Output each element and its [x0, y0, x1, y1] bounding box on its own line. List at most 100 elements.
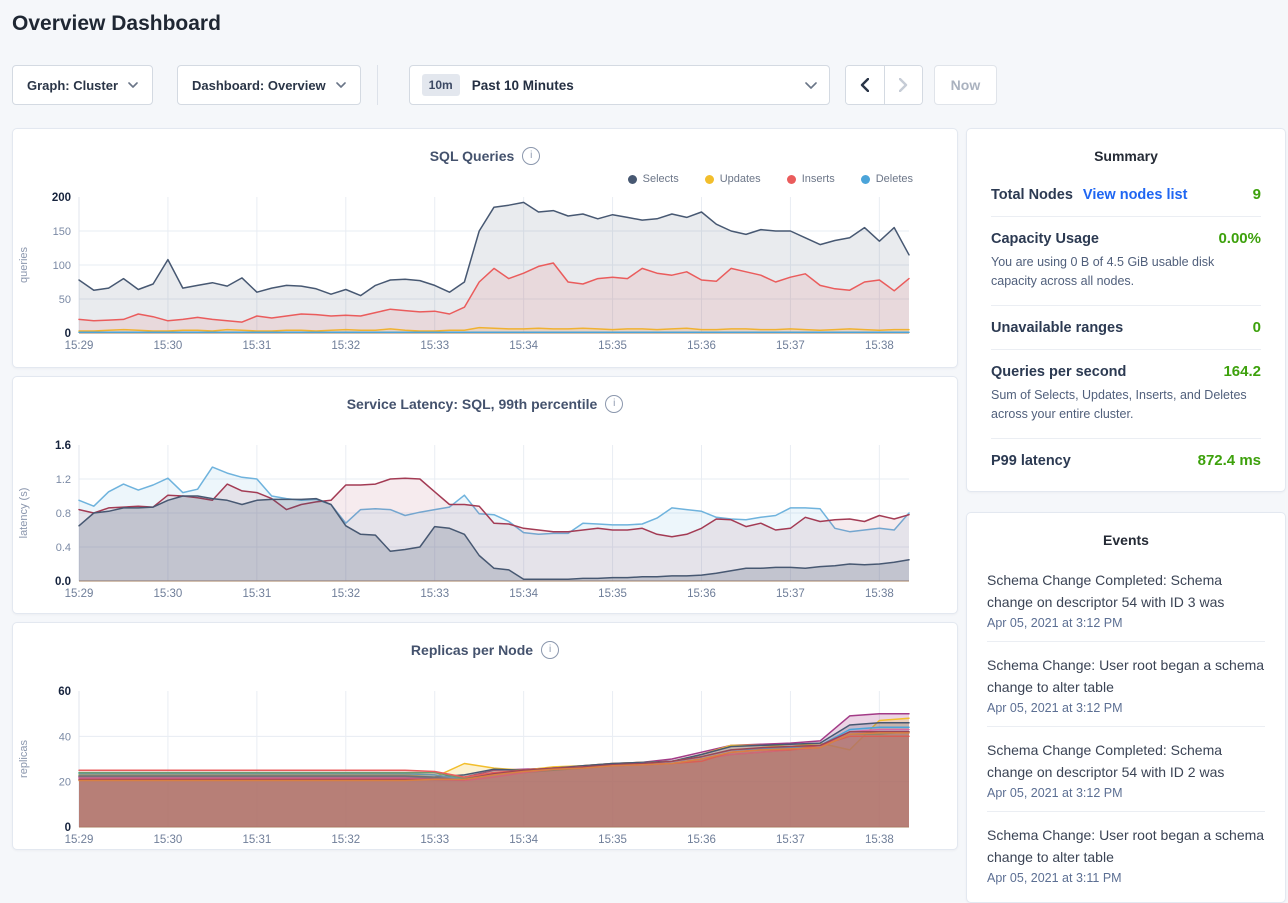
info-icon[interactable]: i	[605, 395, 624, 413]
chevron-down-icon	[335, 82, 346, 88]
unavailable-ranges-label: Unavailable ranges	[991, 319, 1124, 336]
chevron-right-icon	[898, 78, 907, 92]
time-range-label: Past 10 Minutes	[471, 77, 574, 93]
toolbar: Graph: Cluster Dashboard: Overview 10m P…	[12, 65, 998, 105]
legend-item-selects[interactable]: Selects	[627, 173, 679, 185]
capacity-usage-value: 0.00%	[1218, 230, 1261, 247]
svg-text:15:32: 15:32	[331, 834, 360, 846]
event-item[interactable]: Schema Change: User root began a schema …	[987, 812, 1265, 896]
overview-dashboard-page: { "page": { "title": "Overview Dashboard…	[12, 12, 1286, 903]
qps-description: Sum of Selects, Updates, Inserts, and De…	[991, 387, 1247, 422]
chart-canvas: 15:29 15:30 15:31 15:32 15:33 15:34 15:35 15:36…	[18, 440, 910, 600]
svg-text:60: 60	[58, 686, 71, 698]
chevron-down-icon	[128, 82, 138, 88]
event-item[interactable]: Schema Change Completed: Schema change o…	[987, 727, 1265, 812]
graph-dropdown[interactable]: Graph: Cluster	[12, 65, 154, 105]
capacity-usage-label: Capacity Usage	[991, 231, 1099, 247]
svg-text:0.8: 0.8	[56, 508, 71, 520]
legend-label: Selects	[642, 173, 679, 185]
next-range-button[interactable]	[883, 66, 922, 104]
svg-text:15:30: 15:30	[154, 588, 183, 600]
p99-latency-label: P99 latency	[991, 452, 1071, 469]
svg-text:1.6: 1.6	[55, 440, 71, 452]
svg-text:15:30: 15:30	[154, 834, 183, 846]
info-icon[interactable]: i	[541, 641, 560, 659]
svg-text:15:37: 15:37	[776, 834, 805, 846]
svg-text:15:36: 15:36	[687, 340, 716, 352]
svg-text:replicas: replicas	[18, 740, 30, 778]
chart-title: SQL Queries	[429, 148, 515, 164]
legend-item-updates[interactable]: Updates	[704, 173, 761, 185]
now-button[interactable]: Now	[933, 65, 998, 105]
svg-text:0.0: 0.0	[55, 576, 71, 588]
svg-text:0.4: 0.4	[56, 542, 71, 554]
qps-value: 164.2	[1223, 362, 1261, 380]
legend-item-inserts[interactable]: Inserts	[786, 173, 835, 185]
event-message: Schema Change Completed: Schema change o…	[987, 742, 1225, 780]
event-message: Schema Change: User root began a schema …	[987, 657, 1265, 695]
svg-text:50: 50	[59, 294, 71, 306]
dashboard-dropdown[interactable]: Dashboard: Overview	[177, 65, 361, 105]
service-latency-chart[interactable]: 15:29 15:30 15:31 15:32 15:33 15:34 15:35 15:36…	[13, 437, 957, 607]
sidebar: Summary Total Nodes View nodes list 9 Ca…	[966, 128, 1286, 903]
chart-legend: Selects Updates Inserts Deletes	[602, 173, 913, 185]
svg-text:15:29: 15:29	[65, 588, 94, 600]
replicas-per-node-chart[interactable]: 15:29 15:30 15:31 15:32 15:33 15:34 15:35 15:36…	[13, 683, 957, 849]
svg-text:15:32: 15:32	[331, 588, 360, 600]
summary-title: Summary	[1094, 148, 1158, 164]
event-timestamp: Apr 05, 2021 at 3:12 PM	[987, 701, 1123, 715]
svg-text:200: 200	[52, 192, 71, 204]
chart-title: Service Latency: SQL, 99th percentile	[346, 396, 598, 412]
event-timestamp: Apr 05, 2021 at 3:12 PM	[987, 616, 1123, 630]
replicas-per-node-panel: Replicas per Node i 15:29 15:30 15:31 15:32…	[12, 622, 958, 850]
legend-dot	[704, 174, 714, 184]
page-title: Overview Dashboard	[12, 12, 221, 35]
svg-text:0: 0	[65, 822, 71, 834]
svg-text:latency (s): latency (s)	[18, 488, 30, 539]
view-nodes-list-link[interactable]: View nodes list	[1082, 187, 1188, 203]
events-panel: Events Schema Change Completed: Schema c…	[966, 512, 1286, 903]
info-icon[interactable]: i	[522, 147, 541, 165]
time-range-pager	[844, 65, 923, 105]
event-item[interactable]: Schema Change Completed: Schema change o…	[987, 557, 1265, 642]
svg-text:15:31: 15:31	[242, 340, 271, 352]
svg-text:15:31: 15:31	[242, 588, 271, 600]
svg-text:15:34: 15:34	[509, 834, 538, 846]
svg-text:15:33: 15:33	[420, 340, 449, 352]
svg-text:15:34: 15:34	[509, 588, 538, 600]
svg-text:100: 100	[53, 260, 71, 272]
svg-text:20: 20	[59, 777, 71, 789]
svg-text:15:36: 15:36	[687, 834, 716, 846]
chart-title: Replicas per Node	[410, 642, 534, 658]
svg-text:1.2: 1.2	[56, 474, 71, 486]
chevron-left-icon	[860, 78, 870, 92]
event-message: Schema Change Completed: Schema change o…	[987, 572, 1225, 610]
time-range-dropdown[interactable]: 10m Past 10 Minutes	[408, 65, 830, 105]
svg-text:15:38: 15:38	[865, 834, 894, 846]
charts-column: SQL Queries i Selects Updates Inserts Delet…	[12, 128, 958, 858]
sql-queries-chart[interactable]: 15:29 15:30 15:31 15:32 15:33 15:34 15:35 15:36…	[13, 189, 957, 359]
summary-row-capacity: Capacity Usage 0.00% You are using 0 B o…	[991, 217, 1261, 306]
svg-text:15:33: 15:33	[420, 588, 449, 600]
svg-text:15:30: 15:30	[154, 340, 183, 352]
event-item[interactable]: Schema Change: User root began a schema …	[987, 642, 1265, 727]
svg-text:40: 40	[59, 731, 71, 743]
legend-dot	[860, 174, 870, 184]
unavailable-ranges-value: 0	[1252, 318, 1261, 336]
svg-text:15:34: 15:34	[509, 340, 538, 352]
summary-row-p99-latency: P99 latency 872.4 ms	[991, 439, 1261, 482]
dashboard-dropdown-label: Dashboard: Overview	[192, 77, 326, 93]
sql-queries-panel: SQL Queries i Selects Updates Inserts Delet…	[12, 128, 958, 368]
svg-text:150: 150	[53, 226, 71, 238]
svg-text:15:29: 15:29	[65, 834, 94, 846]
time-range-badge: 10m	[421, 74, 460, 96]
legend-label: Inserts	[801, 173, 835, 185]
svg-text:15:38: 15:38	[865, 340, 894, 352]
legend-dot	[627, 174, 637, 184]
summary-row-qps: Queries per second 164.2 Sum of Selects,…	[991, 350, 1261, 439]
prev-range-button[interactable]	[845, 66, 884, 104]
svg-text:15:35: 15:35	[598, 588, 627, 600]
toolbar-divider	[376, 65, 378, 105]
events-title: Events	[1103, 532, 1149, 548]
legend-item-deletes[interactable]: Deletes	[860, 173, 913, 185]
